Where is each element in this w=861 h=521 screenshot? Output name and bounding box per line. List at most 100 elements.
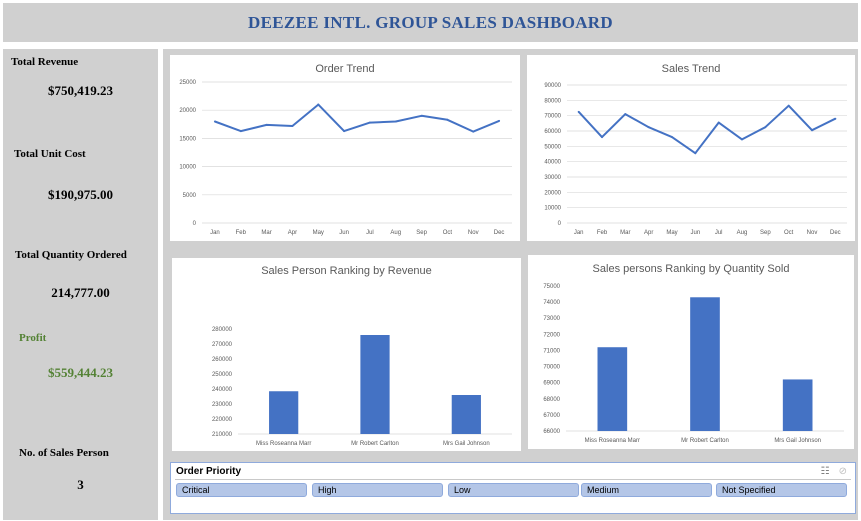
x-tick-label: Nov <box>807 230 818 236</box>
slicer-item-high[interactable]: High <box>312 483 443 497</box>
x-tick-label: Jul <box>366 230 374 236</box>
x-tick-label: Aug <box>390 230 401 236</box>
data-point <box>671 136 673 139</box>
x-tick-label: May <box>666 230 677 236</box>
x-tick-label: Sep <box>760 230 771 236</box>
x-tick-label: Dec <box>494 230 505 236</box>
x-tick-label: Mar <box>620 230 630 236</box>
data-point <box>343 130 346 133</box>
data-point <box>239 130 242 133</box>
page-title: DEEZEE INTL. GROUP SALES DASHBOARD <box>248 12 613 32</box>
total-revenue-value: $750,419.23 <box>48 83 113 98</box>
y-tick-label: 75000 <box>543 284 560 290</box>
data-point <box>317 103 320 106</box>
total-quantity-label: Total Quantity Ordered <box>15 249 127 261</box>
data-point <box>498 119 501 122</box>
y-tick-label: 25000 <box>179 80 196 86</box>
y-tick-label: 70000 <box>544 114 561 120</box>
bar <box>690 297 720 431</box>
y-tick-label: 15000 <box>179 136 196 142</box>
y-tick-label: 280000 <box>212 327 233 333</box>
x-tick-label: Feb <box>236 230 247 236</box>
x-tick-label: Apr <box>644 230 653 236</box>
y-tick-label: 70000 <box>543 365 560 371</box>
y-tick-label: 270000 <box>212 342 233 348</box>
data-point <box>601 136 603 139</box>
data-point <box>394 120 397 123</box>
slicer-item-critical[interactable]: Critical <box>176 483 307 497</box>
x-tick-label: Aug <box>737 230 748 236</box>
data-point <box>787 104 790 107</box>
data-point <box>811 129 813 132</box>
slicer-item-not-specified[interactable]: Not Specified <box>716 483 847 497</box>
y-tick-label: 40000 <box>544 160 561 166</box>
total-unit-cost-label: Total Unit Cost <box>14 148 86 160</box>
x-tick-label: Oct <box>443 230 453 236</box>
sales-trend-card: Sales Trend 0 10000 20000 30000 40000 50000 600… <box>527 55 855 241</box>
order-priority-slicer: Order Priority ☷ ⊘ Critical High Low Med… <box>170 462 856 514</box>
x-tick-label: Sep <box>416 230 427 236</box>
y-tick-label: 68000 <box>543 397 560 403</box>
chart-title: Sales persons Ranking by Quantity Sold <box>593 263 790 275</box>
total-unit-cost-value: $190,975.00 <box>48 187 113 202</box>
x-tick-label: Jun <box>690 230 700 236</box>
x-tick-label: Mr Robert Carlton <box>351 441 399 447</box>
sales-person-count-label: No. of Sales Person <box>19 447 109 459</box>
slicer-divider <box>175 479 851 480</box>
x-tick-label: Jun <box>339 230 349 236</box>
y-tick-label: 0 <box>193 221 197 227</box>
total-revenue-label: Total Revenue <box>11 56 79 68</box>
revenue-ranking-card: Sales Person Ranking by Revenue 210000 220… <box>172 258 521 451</box>
y-tick-label: 250000 <box>212 372 233 378</box>
y-tick-label: 50000 <box>544 144 561 150</box>
quantity-ranking-card: Sales persons Ranking by Quantity Sold 66… <box>528 255 854 449</box>
y-tick-label: 73000 <box>543 316 560 322</box>
y-tick-label: 60000 <box>544 129 561 135</box>
x-tick-label: Feb <box>597 230 608 236</box>
data-point <box>213 120 216 123</box>
y-tick-label: 20000 <box>544 190 561 196</box>
kpi-sidebar: Total Revenue $750,419.23 Total Unit Cos… <box>3 49 158 520</box>
series-line <box>577 104 836 155</box>
data-point <box>577 110 580 113</box>
chart-title: Order Trend <box>315 63 374 75</box>
x-tick-label: Jul <box>715 230 723 236</box>
data-point <box>647 126 650 129</box>
quantity-ranking-chart: Sales persons Ranking by Quantity Sold 66… <box>543 263 844 444</box>
y-tick-label: 67000 <box>543 413 560 419</box>
multi-select-icon[interactable]: ☷ <box>820 466 830 477</box>
order-trend-chart: Order Trend 0 5000 10000 15000 20000 25000 Jan F… <box>179 63 512 236</box>
x-tick-label: Jan <box>574 230 584 236</box>
order-trend-card: Order Trend 0 5000 10000 15000 20000 25000 Jan F… <box>170 55 520 241</box>
data-point <box>764 126 767 129</box>
y-tick-label: 210000 <box>212 432 233 438</box>
x-tick-label: Dec <box>830 230 841 236</box>
profit-value: $559,444.23 <box>48 365 113 380</box>
slicer-item-low[interactable]: Low <box>448 483 579 497</box>
bar <box>451 395 481 434</box>
bar <box>360 335 390 434</box>
x-tick-label: Miss Roseanna Marr <box>585 438 640 444</box>
y-tick-label: 69000 <box>543 381 560 387</box>
y-tick-label: 230000 <box>212 402 233 408</box>
slicer-item-medium[interactable]: Medium <box>581 483 712 497</box>
x-tick-label: Miss Roseanna Marr <box>256 441 311 447</box>
profit-label: Profit <box>19 332 47 344</box>
chart-title: Sales Person Ranking by Revenue <box>261 265 432 277</box>
x-tick-label: Mrs Gail Johnson <box>443 441 490 447</box>
y-tick-label: 30000 <box>544 175 561 181</box>
y-tick-label: 72000 <box>543 332 560 338</box>
data-point <box>834 117 837 120</box>
x-tick-label: Mrs Gail Johnson <box>774 438 821 444</box>
clear-filter-icon[interactable]: ⊘ <box>838 466 847 477</box>
chart-title: Sales Trend <box>662 63 721 75</box>
dashboard-header: DEEZEE INTL. GROUP SALES DASHBOARD <box>3 3 858 42</box>
data-point <box>717 121 720 124</box>
bar <box>269 391 299 434</box>
y-tick-label: 71000 <box>543 348 560 354</box>
bar <box>782 379 813 431</box>
y-tick-label: 0 <box>558 221 562 227</box>
y-tick-label: 240000 <box>212 387 233 393</box>
data-point <box>694 152 697 155</box>
x-tick-label: Mar <box>261 230 271 236</box>
